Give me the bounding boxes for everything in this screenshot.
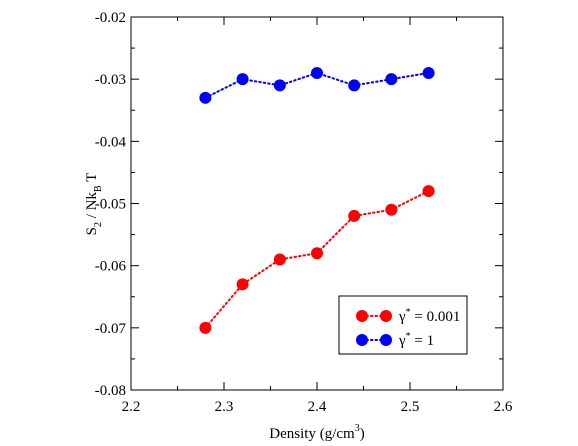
- data-point: [236, 73, 249, 86]
- x-tick-label: 2.2: [122, 399, 141, 415]
- y-tick-label: -0.02: [95, 10, 126, 26]
- series-1: [199, 185, 435, 334]
- legend-marker-series-2: [380, 334, 392, 346]
- series-2: [199, 66, 435, 104]
- data-point: [311, 66, 323, 79]
- data-point: [422, 185, 435, 198]
- data-point: [311, 247, 323, 260]
- legend-marker-series-1: [356, 310, 368, 322]
- y-axis-title: S2 / NkB T: [84, 173, 104, 236]
- y-tick-label: -0.04: [95, 134, 127, 150]
- data-point: [273, 79, 286, 92]
- legend: γ* = 0.001 γ* = 1: [338, 295, 468, 355]
- x-tick-label: 2.5: [401, 399, 420, 415]
- y-axis: -0.08 -0.07 -0.06 -0.05 -0.04 -0.03 -0.02: [95, 10, 503, 399]
- data-point: [199, 91, 212, 104]
- data-point: [199, 321, 212, 334]
- data-point: [273, 253, 286, 266]
- x-tick-label: 2.4: [308, 399, 327, 415]
- legend-label-series-2: γ* = 1: [398, 331, 434, 349]
- x-tick-label: 2.3: [215, 399, 234, 415]
- legend-label-series-1: γ* = 0.001: [398, 307, 460, 325]
- series-layer: [199, 66, 435, 334]
- data-point: [348, 209, 361, 222]
- y-tick-label: -0.07: [95, 321, 127, 337]
- y-tick-label: -0.08: [95, 383, 126, 399]
- x-axis-title: Density (g/cm3): [269, 423, 364, 442]
- y-tick-label: -0.03: [95, 72, 126, 88]
- legend-marker-series-2: [356, 334, 368, 346]
- x-axis: 2.2 2.3 2.4 2.5 2.6: [122, 17, 513, 415]
- legend-item-series-1: γ* = 0.001: [356, 307, 460, 325]
- data-point: [385, 203, 398, 216]
- data-point: [236, 278, 249, 291]
- y-tick-label: -0.06: [95, 259, 127, 275]
- y-tick-label: -0.05: [95, 197, 126, 213]
- data-point: [422, 66, 435, 79]
- legend-marker-series-1: [380, 310, 392, 322]
- data-point: [385, 73, 398, 86]
- data-point: [348, 79, 361, 92]
- x-tick-label: 2.6: [494, 399, 513, 415]
- legend-item-series-2: γ* = 1: [356, 331, 434, 349]
